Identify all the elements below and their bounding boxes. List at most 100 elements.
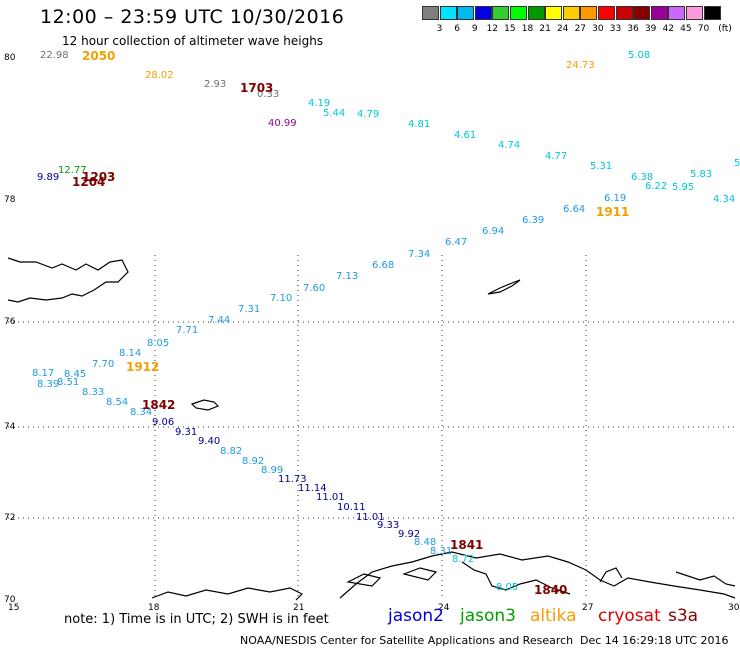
wave-height-value: 6.38 (631, 172, 653, 183)
wave-height-value: 8.14 (119, 348, 141, 359)
lat-lon-grid (8, 255, 735, 600)
wave-height-value: 6.47 (445, 237, 467, 248)
wave-height-value: 24.73 (566, 60, 595, 71)
wave-height-value: 8.33 (82, 387, 104, 398)
color-scale-label: 24 (556, 24, 569, 34)
latitude-label: 76 (4, 317, 16, 327)
color-scale-label: 30 (592, 24, 604, 34)
wave-height-value: 7.10 (270, 293, 292, 304)
wave-height-value: 7.13 (336, 271, 358, 282)
latitude-label: 80 (4, 53, 16, 63)
longitude-label: 21 (293, 603, 304, 613)
wave-height-value: 8.17 (32, 368, 54, 379)
wave-height-value: 4.34 (713, 194, 735, 205)
wave-height-value: 9.89 (37, 172, 59, 183)
wave-height-value: 2.93 (204, 79, 226, 90)
wave-height-value: 28.02 (145, 70, 174, 81)
wave-height-value: 8.31 (430, 546, 452, 557)
footer-credit: NOAA/NESDIS Center for Satellite Applica… (240, 634, 574, 647)
wave-height-value: 9.06 (152, 417, 174, 428)
wave-height-value: 8.48 (414, 537, 436, 548)
coastline-segment (151, 587, 304, 601)
wave-height-value: 8.99 (261, 465, 283, 476)
color-swatch (598, 6, 615, 20)
coastline-segment (7, 257, 129, 303)
color-swatch (474, 6, 492, 20)
legend-cryosat: cryosat (598, 606, 661, 626)
coastline (7, 257, 736, 601)
pass-time-label: 1703 (240, 81, 273, 95)
color-scale-label: 21 (539, 24, 551, 34)
wave-height-value: 11.01 (356, 512, 385, 523)
color-swatch (686, 6, 703, 20)
wave-height-value: 8.45 (64, 369, 86, 380)
latitude-label: 72 (4, 513, 15, 523)
wave-height-value: 7.44 (208, 315, 230, 326)
wave-height-value: 22.98 (40, 50, 69, 61)
pass-time-label: 1912 (126, 360, 159, 374)
wave-height-value: 8.34 (130, 407, 152, 418)
color-swatch (633, 6, 651, 20)
color-swatch (545, 6, 563, 20)
wave-height-value: 4.77 (545, 151, 567, 162)
wave-height-value: 7.31 (238, 304, 260, 315)
color-swatch (457, 6, 475, 20)
color-swatch (650, 6, 668, 20)
color-scale-label: 42 (662, 24, 675, 34)
coastline-segment (487, 279, 521, 295)
wave-height-value: 8.51 (57, 377, 79, 388)
legend-jason3: jason3 (460, 606, 516, 626)
color-scale-label: 12 (486, 24, 499, 34)
color-scale-label: 6 (454, 24, 460, 34)
wave-height-value: 7.70 (92, 359, 114, 370)
wave-height-value: 4.61 (454, 130, 476, 141)
wave-height-value: 8.39 (37, 379, 59, 390)
wave-height-value: 8.05 (147, 338, 169, 349)
coastline-segment (461, 561, 571, 595)
wave-height-value: 11.01 (316, 492, 345, 503)
wave-height-value: 6.19 (604, 193, 626, 204)
coastline-segment (190, 399, 220, 411)
color-scale-label: 27 (574, 24, 587, 34)
coastline-segment (339, 551, 736, 599)
color-swatch (527, 6, 545, 20)
wave-height-value: 5.83 (690, 169, 712, 180)
wave-height-value: 10.11 (337, 502, 366, 513)
footer-note: note: 1) Time is in UTC; 2) SWH is in fe… (64, 612, 329, 627)
wave-height-value: 9.31 (175, 427, 197, 438)
legend-s3a: s3a (668, 606, 699, 626)
axis-labels: 15 18 21 24 27 30 80 78 76 74 72 70 (4, 53, 740, 613)
color-scale-label: 70 (697, 24, 710, 34)
longitude-label: 24 (438, 603, 450, 613)
color-swatch (492, 6, 510, 20)
latitude-label: 78 (4, 195, 16, 205)
wave-height-value: 6.22 (645, 181, 667, 192)
wave-height-value: 4.74 (498, 140, 520, 151)
coastline-segment (346, 573, 382, 587)
wave-height-value: 9.33 (377, 520, 399, 531)
wave-height-value: 9.92 (398, 529, 420, 540)
wave-height-value: 5.31 (590, 161, 612, 172)
wave-height-value: 40.99 (268, 118, 297, 129)
wave-height-value: 7.60 (303, 283, 325, 294)
page-title: 12:00 – 23:59 UTC 10/30/2016 (40, 6, 345, 28)
wave-height-value: 5.95 (672, 182, 694, 193)
wave-height-value: 6.64 (563, 204, 585, 215)
pass-time-label: 1911 (596, 205, 629, 219)
color-scale-label: 9 (471, 24, 478, 34)
pass-time-label: 1203 (82, 170, 115, 184)
color-scale-label: 15 (504, 24, 516, 34)
wave-height-value: 7.34 (408, 249, 430, 260)
wave-height-value: 4.79 (357, 109, 379, 120)
wave-height-value: 6.94 (482, 226, 504, 237)
color-swatch (439, 6, 457, 20)
wave-height-value: 4.81 (408, 119, 430, 130)
longitude-label: 15 (8, 603, 19, 613)
wave-height-value: 8.72 (452, 554, 474, 565)
wave-height-value: 8.92 (242, 456, 264, 467)
wave-height-value: 5.44 (323, 108, 345, 119)
color-scale-label: 33 (609, 24, 622, 34)
wave-height-value: 8.82 (220, 446, 242, 457)
